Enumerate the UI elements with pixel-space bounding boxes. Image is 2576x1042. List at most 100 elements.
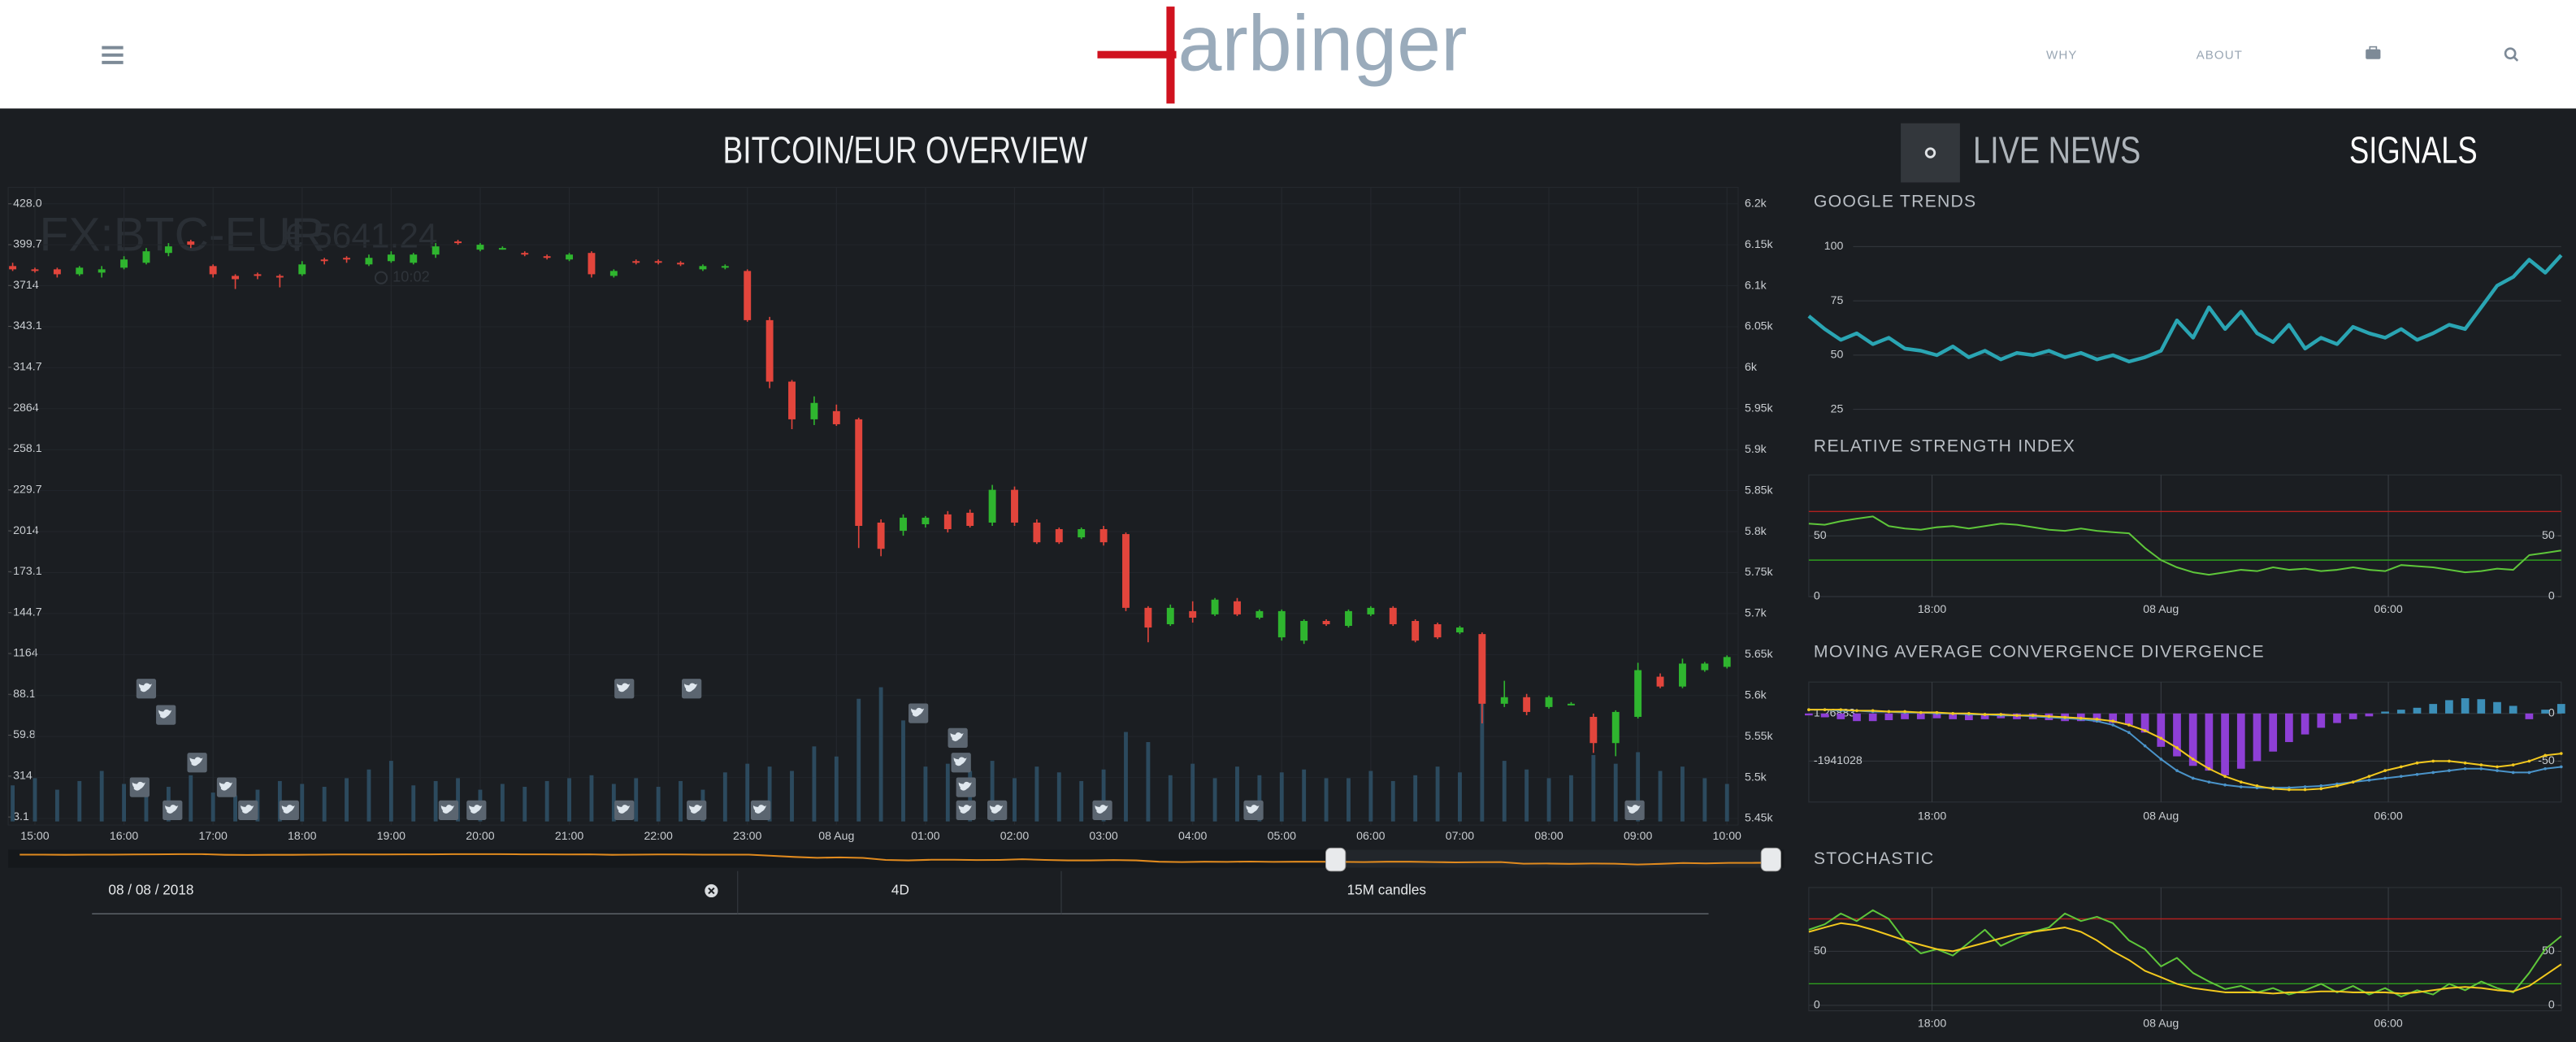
histogram-bar (2205, 713, 2214, 771)
candle-body (943, 514, 952, 530)
volume-bar (567, 778, 571, 822)
series-point (2063, 715, 2066, 719)
series-point (1919, 710, 1923, 714)
x-tick-label: 06:00 (2374, 1016, 2403, 1029)
series-point (2496, 769, 2499, 772)
logo-text: arbinger (1178, 0, 1468, 87)
news-icon-glyph (165, 805, 179, 814)
y2-tick-label: 343.1 (13, 319, 42, 332)
series-point (2559, 752, 2563, 755)
histogram-bar (2173, 713, 2181, 757)
date-input[interactable]: 08 / 08 / 2018 (108, 881, 193, 897)
news-icon-glyph (617, 683, 631, 692)
histogram-bar (1805, 713, 1813, 716)
x-tick-label: 22:00 (644, 829, 673, 842)
x-tick-label: 18:00 (1918, 602, 1947, 615)
panel-title: RELATIVE STRENGTH INDEX (1814, 437, 2075, 456)
news-settings-button[interactable] (1901, 123, 1960, 183)
volume-bar (901, 720, 905, 822)
series-point (2319, 784, 2323, 788)
candle-body (1678, 663, 1686, 687)
y2-tick-label: 314 (13, 769, 33, 782)
nav-link[interactable]: WHY (2046, 49, 2077, 63)
candle-body (76, 267, 84, 275)
series-point (1807, 708, 1811, 711)
histogram-bar (2413, 707, 2422, 714)
x-tick-label: 16:00 (110, 829, 139, 842)
candle-body (744, 271, 752, 320)
y2-tick-label: 0 (2548, 706, 2555, 719)
logo[interactable]: arbinger (1097, 0, 1468, 104)
series-point (2175, 769, 2179, 772)
news-icon-glyph (1246, 805, 1260, 814)
histogram-bar (2236, 713, 2245, 769)
series-point (1887, 710, 1891, 714)
navigator-handle[interactable] (1760, 847, 1782, 872)
volume-bar (99, 771, 104, 822)
x-tick-label: 08:00 (1534, 829, 1563, 842)
volume-bar (1569, 775, 1573, 822)
candle-body (677, 263, 684, 265)
candle-body (1189, 610, 1197, 618)
candle-body (765, 319, 774, 382)
series-point (2415, 761, 2419, 765)
candle-body (1701, 663, 1709, 671)
candle-body (1568, 703, 1575, 706)
series-point (2255, 784, 2259, 788)
panel-title: GOOGLE TRENDS (1814, 192, 1976, 211)
range-selector[interactable]: 4D (891, 881, 909, 897)
news-icon-glyph (617, 805, 631, 814)
volume-bar (1458, 772, 1462, 822)
y-tick-label: 0 (1814, 998, 1820, 1011)
series-point (2431, 759, 2435, 763)
candle-body (1099, 529, 1108, 543)
histogram-bar (2348, 713, 2357, 719)
search-icon[interactable] (2504, 47, 2519, 62)
portfolio-icon[interactable] (2366, 46, 2381, 59)
y-tick-label: 50 (1814, 944, 1827, 957)
tab[interactable]: LIVE NEWS (1973, 128, 2140, 171)
x-tick-label: 04:00 (1178, 829, 1208, 842)
y-tick-label: 75 (1831, 293, 1844, 306)
plot-area (7, 186, 1739, 826)
series-point (2271, 787, 2275, 791)
candle-body (432, 246, 440, 255)
histogram-bar (2493, 701, 2501, 714)
volume-bar (656, 787, 661, 822)
histogram-bar (1884, 713, 1893, 721)
tab[interactable]: SIGNALS (2349, 128, 2478, 171)
volume-bar (990, 761, 995, 822)
series-point (1855, 709, 1858, 713)
y-tick-label: 5.95k (1745, 402, 1774, 415)
y2-tick-label: 173.1 (13, 564, 42, 577)
histogram-bar (2381, 711, 2389, 714)
volume-bar (745, 763, 750, 822)
volume-bar (77, 780, 82, 822)
navigator-selection (1335, 849, 1772, 868)
x-tick-label: 08 Aug (2143, 1016, 2179, 1029)
menu-button[interactable] (102, 46, 124, 64)
x-tick-label: 08 Aug (2143, 810, 2179, 823)
interval-selector[interactable]: 15M candles (1347, 881, 1426, 897)
panel-title: STOCHASTIC (1814, 849, 1934, 868)
navigator-handle[interactable] (1325, 847, 1347, 872)
volume-bar (1146, 741, 1151, 822)
x-tick-label: 23:00 (733, 829, 762, 842)
candle-body (9, 266, 17, 270)
y2-tick-label: 50 (2542, 944, 2555, 957)
y-tick-label: 5.9k (1745, 442, 1767, 455)
histogram-bar (2140, 713, 2149, 733)
y-tick-label: 5.6k (1745, 688, 1767, 701)
histogram-bar (2301, 713, 2309, 735)
watermark-price: € 5641.24 (284, 216, 438, 254)
candle-body (1144, 607, 1152, 628)
y2-tick-label: 0 (2548, 998, 2555, 1011)
series-point (2479, 763, 2483, 766)
nav-link[interactable]: ABOUT (2197, 49, 2243, 63)
candle-body (721, 266, 729, 268)
clear-date-button[interactable] (705, 884, 718, 898)
volume-bar (923, 766, 928, 822)
y-tick-label: 5.45k (1745, 811, 1774, 824)
series-point (2143, 744, 2147, 748)
